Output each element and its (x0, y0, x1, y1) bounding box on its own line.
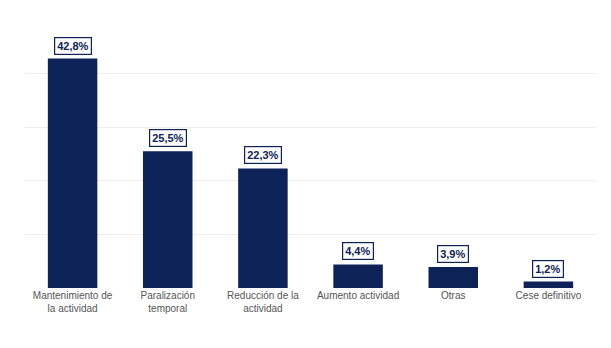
svg-text:Cese definitivo: Cese definitivo (516, 290, 582, 301)
svg-text:25,5%: 25,5% (152, 132, 183, 144)
svg-text:3,9%: 3,9% (440, 248, 465, 260)
svg-text:Paralizacióntemporal: Paralizacióntemporal (141, 290, 195, 314)
svg-text:22,3%: 22,3% (247, 149, 278, 161)
svg-text:1,2%: 1,2% (535, 263, 560, 275)
svg-text:4,4%: 4,4% (345, 245, 370, 257)
svg-text:42,8%: 42,8% (57, 40, 88, 52)
svg-text:Mantenimiento dela actividad: Mantenimiento dela actividad (33, 290, 113, 314)
svg-text:Otras: Otras (441, 290, 465, 301)
svg-text:Aumento actividad: Aumento actividad (317, 290, 399, 301)
svg-text:Reducción de laactividad: Reducción de laactividad (227, 290, 299, 314)
